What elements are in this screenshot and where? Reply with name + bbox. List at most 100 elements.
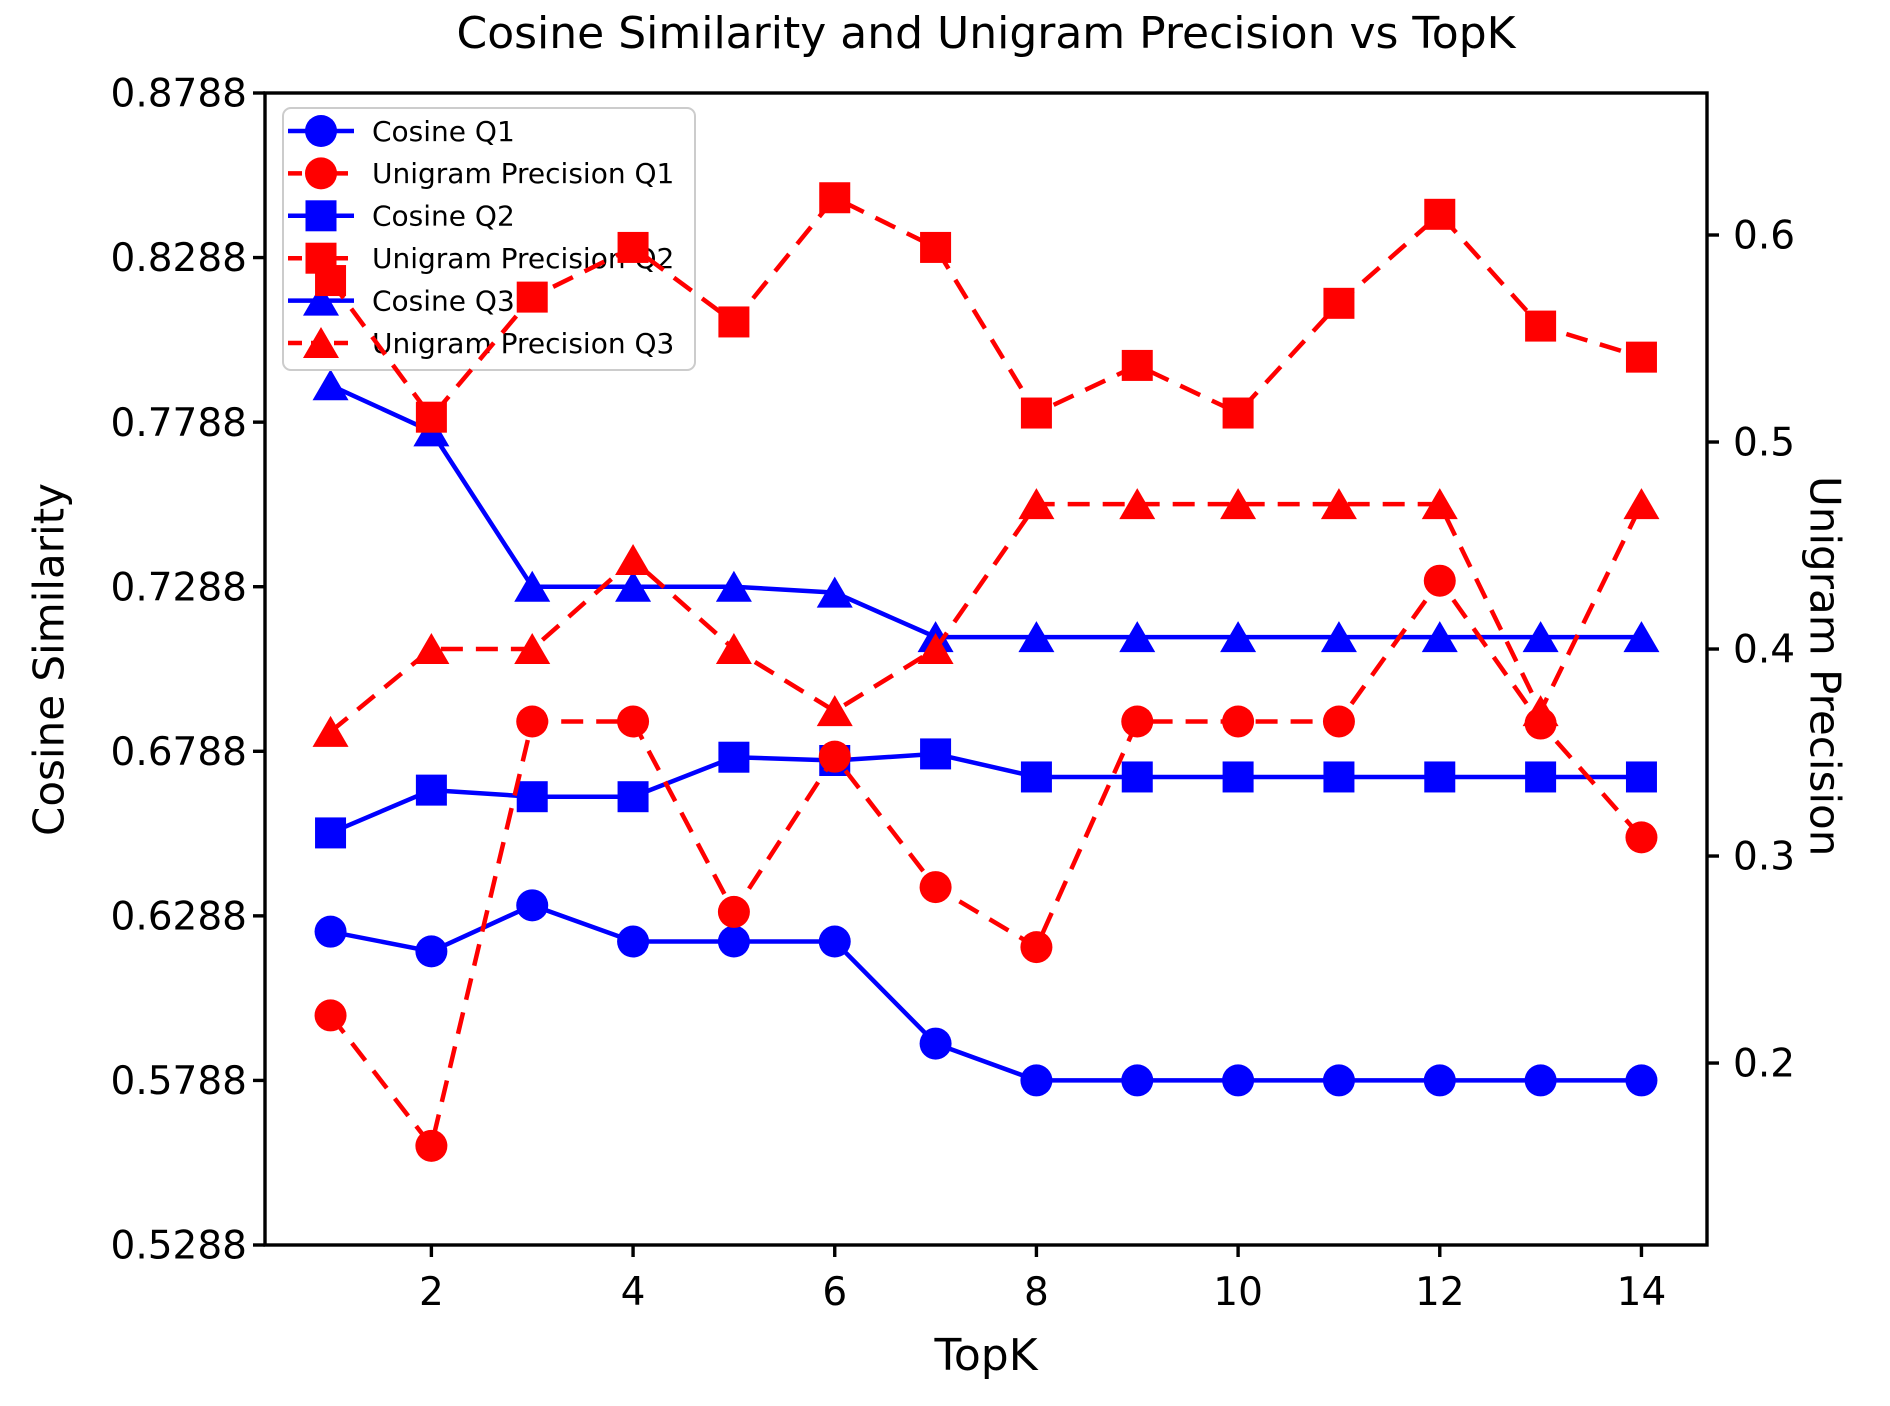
- circle-marker: [919, 1027, 952, 1060]
- legend-entry-unigram-precision-q1: Unigram Precision Q1: [288, 157, 674, 190]
- square-marker: [1424, 761, 1456, 793]
- axes-frame: 0.5288 0.5788 0.6288 0.6788 0.7288 0.7788 0.82…: [111, 72, 1796, 1315]
- legend-label: Cosine Q3: [372, 284, 515, 317]
- square-marker: [1525, 310, 1557, 342]
- y-right-tick-label: 0.4: [1733, 628, 1795, 673]
- triangle-marker: [1320, 488, 1357, 520]
- legend-box: [282, 107, 696, 371]
- legend-label: Unigram Precision Q1: [372, 157, 674, 190]
- square-marker: [315, 817, 347, 849]
- square-marker: [1222, 761, 1254, 793]
- y-right-tick-label: 0.5: [1733, 421, 1795, 466]
- x-tick-label: 10: [1213, 1270, 1263, 1315]
- series-line: [329, 501, 1644, 734]
- square-marker: [1323, 761, 1355, 793]
- series-unigram-precision-q2: [315, 182, 1657, 433]
- chart-title: Cosine Similarity and Unigram Precision …: [456, 8, 1516, 59]
- square-marker: [1121, 761, 1153, 793]
- triangle-marker: [615, 544, 652, 576]
- circle-marker: [1020, 1064, 1053, 1097]
- circle-marker: [717, 895, 750, 928]
- circle-marker: [818, 925, 851, 958]
- square-marker: [1323, 287, 1355, 319]
- series-line: [330, 903, 1642, 1083]
- x-tick-label: 4: [621, 1270, 646, 1315]
- series-cosine-q3: [312, 369, 1660, 653]
- square-marker: [516, 781, 548, 813]
- triangle-marker: [715, 570, 752, 602]
- square-marker: [920, 738, 952, 770]
- series-line: [328, 195, 1643, 420]
- series-line: [329, 383, 1642, 640]
- triangle-marker: [303, 284, 339, 316]
- x-tick-label: 14: [1617, 1270, 1667, 1315]
- triangle-marker: [917, 633, 954, 665]
- square-marker: [920, 231, 952, 263]
- triangle-marker: [1119, 621, 1156, 653]
- square-marker: [1625, 761, 1657, 793]
- circle-marker: [1625, 821, 1658, 854]
- y-axis-left-label: Cosine Similarity: [24, 483, 74, 837]
- y-left-tick-label: 0.8788: [111, 72, 247, 117]
- triangle-marker: [1522, 695, 1559, 727]
- y-left-tick-label: 0.5788: [111, 1059, 247, 1104]
- square-marker: [1020, 397, 1052, 429]
- triangle-marker: [312, 715, 349, 747]
- triangle-marker: [1421, 488, 1458, 520]
- triangle-marker: [715, 633, 752, 665]
- square-marker: [1625, 341, 1657, 373]
- square-marker: [305, 200, 337, 232]
- circle-marker: [305, 115, 337, 147]
- triangle-marker: [1320, 621, 1357, 653]
- triangle-marker: [1220, 488, 1257, 520]
- square-marker: [617, 781, 649, 813]
- circle-marker: [1222, 705, 1255, 738]
- triangle-marker: [615, 570, 652, 602]
- square-marker: [718, 306, 750, 338]
- x-tick-label: 8: [1024, 1270, 1049, 1315]
- triangle-marker: [312, 369, 349, 401]
- square-marker: [1020, 761, 1052, 793]
- triangle-marker: [514, 633, 551, 665]
- circle-marker: [1322, 1064, 1355, 1097]
- legend-label: Cosine Q1: [372, 115, 515, 148]
- circle-marker: [314, 999, 347, 1032]
- circle-marker: [1121, 1064, 1154, 1097]
- triangle-marker: [413, 633, 450, 665]
- square-marker: [1222, 397, 1254, 429]
- legend-label: Unigram Precision Q3: [372, 327, 674, 360]
- circle-marker: [1222, 1064, 1255, 1097]
- y-left-tick-label: 0.7288: [111, 565, 247, 610]
- x-tick-label: 12: [1415, 1270, 1465, 1315]
- triangle-marker: [303, 327, 339, 358]
- square-marker: [415, 401, 447, 433]
- circle-marker: [305, 157, 337, 190]
- square-marker: [1525, 761, 1557, 793]
- legend-entry-cosine-q3: Cosine Q3: [288, 284, 515, 317]
- x-axis-label: TopK: [934, 1330, 1038, 1381]
- circle-marker: [516, 705, 549, 738]
- y-right-tick-label: 0.2: [1733, 1042, 1795, 1087]
- y-left-tick-label: 0.8288: [111, 236, 247, 281]
- circle-marker: [1423, 564, 1456, 597]
- square-marker: [415, 774, 447, 806]
- triangle-marker: [1018, 621, 1055, 653]
- y-left-tick-label: 0.6788: [111, 730, 247, 775]
- x-tick-label: 2: [419, 1270, 444, 1315]
- circle-marker: [516, 889, 549, 922]
- y-left-tick-label: 0.7788: [111, 401, 247, 446]
- triangle-marker: [816, 695, 853, 727]
- legend: Cosine Q1 Unigram Precision Q1 Cosine Q2 Un…: [282, 107, 696, 371]
- circle-marker: [717, 925, 750, 958]
- circle-marker: [919, 871, 952, 904]
- triangle-marker: [1623, 621, 1660, 653]
- square-marker: [718, 741, 750, 773]
- triangle-marker: [1018, 488, 1055, 520]
- y-left-tick-label: 0.6288: [111, 895, 247, 940]
- square-marker: [516, 281, 548, 313]
- series-unigram-precision-q3: [312, 488, 1660, 747]
- legend-label: Cosine Q2: [372, 200, 515, 233]
- series-cosine-q2: [315, 738, 1657, 849]
- triangle-marker: [1421, 621, 1458, 653]
- circle-marker: [1322, 705, 1355, 738]
